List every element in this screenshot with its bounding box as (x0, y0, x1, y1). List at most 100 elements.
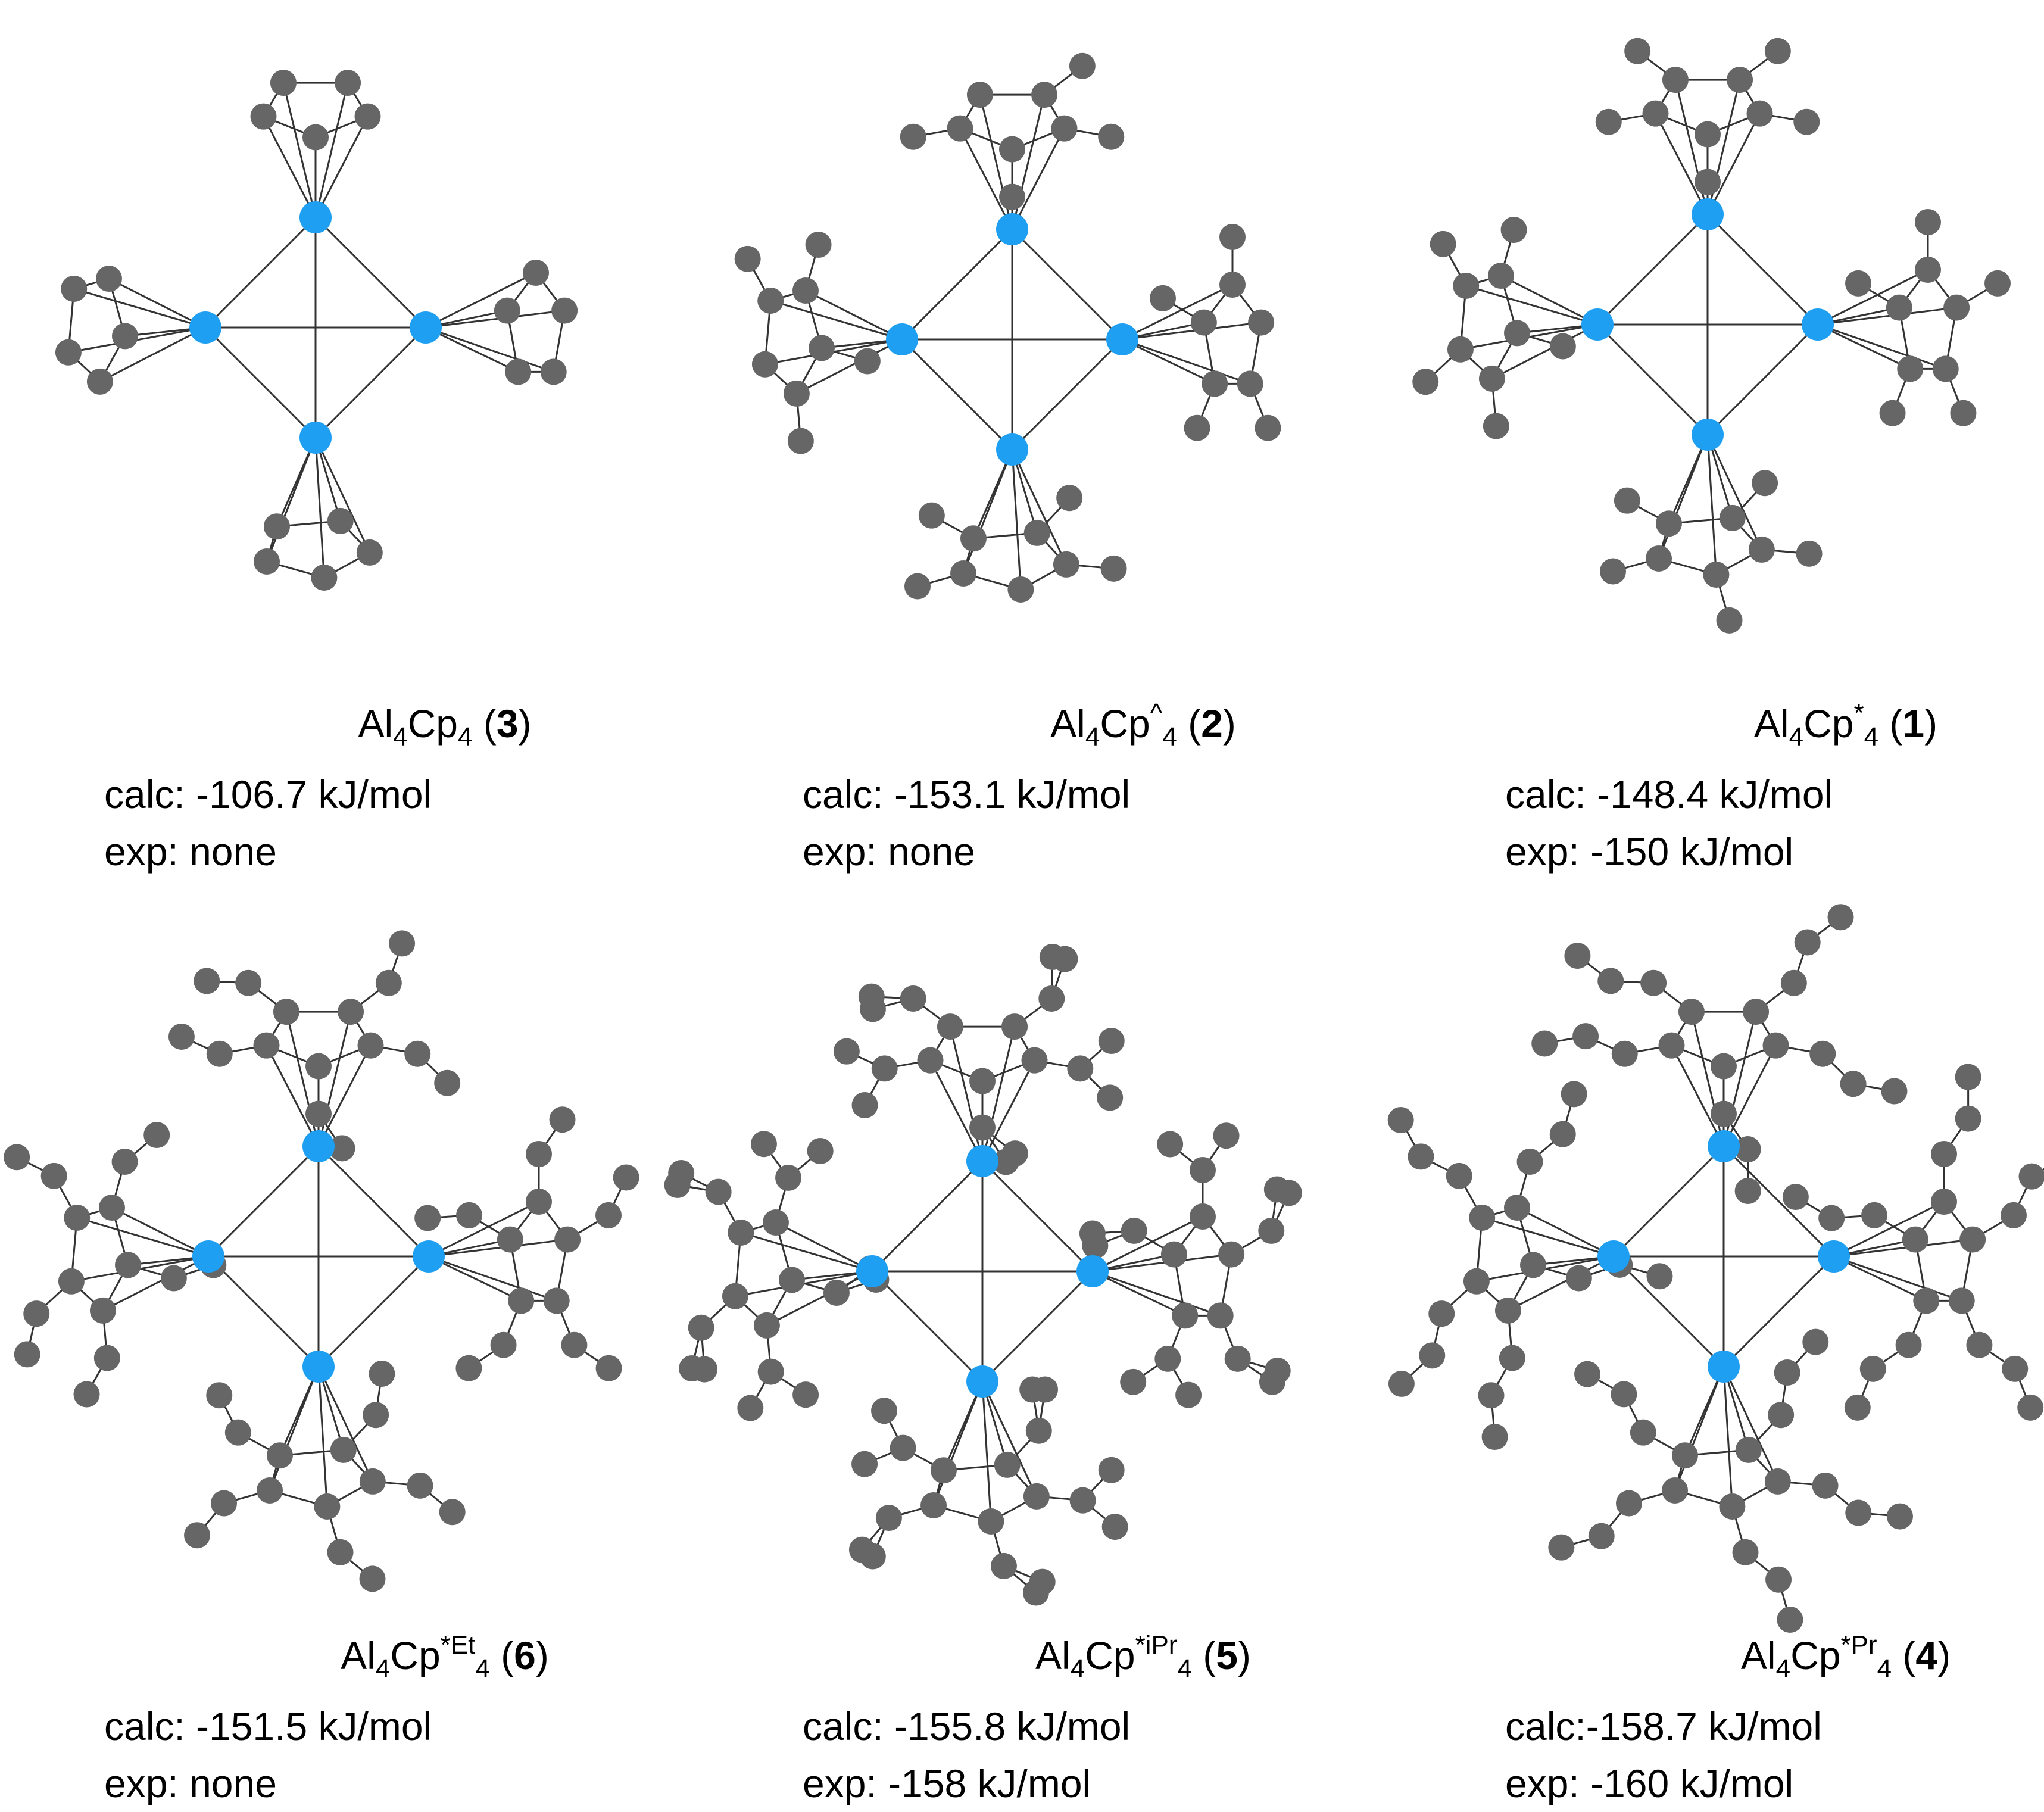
carbon-atom (1948, 1287, 1975, 1314)
bond (1516, 1206, 1614, 1258)
carbon-atom (1818, 1205, 1845, 1231)
aluminum-atom (1692, 198, 1724, 230)
carbon-atom (1574, 1361, 1601, 1387)
bond (108, 277, 206, 329)
carbon-atom (1630, 1419, 1656, 1446)
carbon-atom (950, 560, 977, 587)
carbon-atom (330, 1436, 357, 1463)
carbon-atom (1500, 216, 1527, 243)
carbon-atom (1053, 551, 1079, 578)
carbon-atom (1716, 607, 1743, 634)
carbon-atom (273, 999, 299, 1025)
carbon-atom (937, 1013, 963, 1040)
carbon-atom (359, 1468, 386, 1495)
carbon-atom (848, 1536, 875, 1563)
carbon-atom (1202, 370, 1228, 397)
aluminum-atom (189, 311, 221, 344)
bond (1092, 1270, 1221, 1317)
bond (959, 127, 1013, 230)
carbon-atom (1469, 1204, 1496, 1231)
aluminum-atom (966, 1145, 998, 1177)
formula-label: Al4Cp*iPr4 (5) (1035, 1630, 1251, 1683)
bond (317, 1366, 328, 1507)
bond (1491, 323, 1598, 380)
carbon-atom (311, 564, 338, 591)
bond (1011, 449, 1068, 565)
bond (1722, 1145, 1835, 1258)
aluminum-atom (302, 1351, 335, 1383)
carbon-atom (1734, 1178, 1761, 1205)
carbon-atom (329, 1135, 355, 1162)
bond (1465, 285, 1598, 326)
carbon-atom (455, 1202, 482, 1228)
bond (428, 1239, 568, 1258)
exp-energy: exp: none (803, 829, 975, 874)
carbon-atom (369, 1360, 395, 1387)
carbon-atom (1453, 272, 1480, 299)
aluminum-atom (886, 323, 918, 355)
bond (1596, 323, 1709, 436)
bond (1671, 1044, 1725, 1147)
carbon-atom (1902, 1226, 1928, 1253)
bond (207, 1145, 320, 1258)
bond (317, 1255, 430, 1368)
carbon-atom (904, 573, 931, 600)
carbon-atom (1615, 1490, 1642, 1517)
carbon-atom (1160, 1241, 1187, 1268)
bond (1500, 275, 1598, 326)
bond (796, 338, 903, 395)
carbon-atom (728, 1219, 754, 1246)
carbon-atom (1248, 309, 1275, 336)
aluminum-atom (1818, 1240, 1850, 1273)
bond (871, 1270, 984, 1383)
bond (981, 1059, 1035, 1162)
carbon-atom (1599, 558, 1626, 585)
carbon-atom (1845, 1499, 1872, 1526)
formula-label: Al4Cp*4 (1) (1753, 698, 1938, 751)
bond (1612, 1145, 1725, 1258)
carbon-atom (1895, 1331, 1922, 1358)
carbon-atom (1950, 400, 1977, 426)
carbon-atom (1879, 400, 1906, 426)
carbon-atom (1984, 270, 2011, 297)
carbon-atom (1943, 294, 1970, 321)
carbon-atom (407, 1472, 433, 1499)
structure-al4cp-star-pr-4 (1387, 904, 2044, 1633)
carbon-atom (1564, 943, 1591, 969)
bond (276, 437, 317, 527)
bond (1481, 1217, 1614, 1258)
carbon-atom (1719, 504, 1746, 531)
bond (425, 326, 554, 373)
carbon-atom (994, 1451, 1021, 1478)
bond (73, 288, 206, 329)
carbon-atom (1032, 1376, 1059, 1403)
carbon-atom (1746, 100, 1773, 127)
carbon-atom (679, 1355, 706, 1382)
structure-al4cp-caret-4 (734, 52, 1281, 603)
carbon-atom (1913, 1287, 1940, 1314)
carbon-atom (734, 245, 761, 272)
carbon-atom (561, 1331, 588, 1358)
aluminum-atom (856, 1255, 888, 1287)
carbon-atom (1764, 38, 1791, 64)
carbon-atom (1840, 1071, 1867, 1097)
carbon-atom (1881, 1078, 1908, 1105)
carbon-atom (1219, 224, 1246, 250)
carbon-atom (1487, 263, 1514, 289)
carbon-atom (1023, 1483, 1050, 1510)
carbon-atom (960, 525, 987, 552)
carbon-atom (1695, 169, 1721, 195)
bond (1722, 1044, 1777, 1147)
carbon-atom (792, 277, 819, 304)
carbon-atom (920, 1492, 947, 1518)
carbon-atom (335, 70, 361, 96)
bond (204, 326, 317, 439)
bond (1122, 283, 1233, 341)
carbon-atom (807, 1137, 834, 1164)
carbon-atom (89, 1297, 116, 1324)
bond (279, 1366, 320, 1456)
carbon-atom (2017, 1394, 2044, 1421)
bond (314, 437, 371, 553)
carbon-atom (111, 323, 138, 350)
carbon-atom (1038, 985, 1065, 1012)
